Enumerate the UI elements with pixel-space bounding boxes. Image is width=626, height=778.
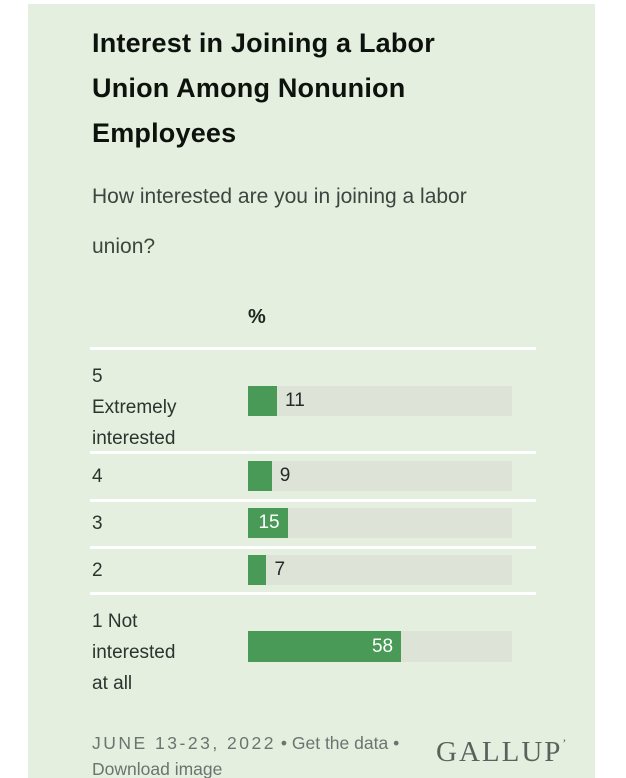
row-separator [90, 592, 536, 595]
category-label-line: 3 [92, 513, 103, 534]
bar-fill: 15 [248, 508, 288, 538]
bullet-separator: • [393, 733, 400, 753]
gallup-logo-text: GALLUP [436, 736, 563, 768]
category-label-line: 4 [92, 466, 103, 487]
gallup-logo: GALLUP’ [436, 736, 566, 769]
category-label-line: 2 [92, 560, 103, 581]
survey-date: JUNE 13-23, 2022 [92, 733, 276, 753]
row-separator [90, 451, 536, 454]
bullet-separator: • [280, 733, 287, 753]
row-separator [90, 499, 536, 502]
category-label-1-not-interested-at-all: 1 Not interested at all [92, 606, 242, 699]
category-label-line: 1 Not [92, 611, 138, 632]
row-separator [90, 347, 536, 350]
bar-track: 15 [248, 508, 512, 538]
chart-title: Interest in Joining a Labor Union Among … [92, 21, 492, 156]
category-label-line: interested [92, 428, 176, 449]
bar-value-label: 58 [371, 635, 394, 657]
bar-track: 58 [248, 631, 512, 662]
category-label-3: 3 [92, 508, 242, 539]
category-label-5-extremely-interested: 5 Extremely interested [92, 361, 242, 454]
bar-value-label: 7 [274, 559, 286, 580]
chart-subtitle: How interested are you in joining a labo… [92, 172, 562, 272]
chart-title-line: Employees [92, 118, 237, 148]
category-label-2: 2 [92, 555, 242, 586]
category-label-line: interested [92, 642, 176, 663]
chart-title-line: Interest in Joining a Labor [92, 28, 435, 58]
bar-fill [248, 386, 278, 416]
get-the-data-link[interactable]: Get the data [291, 733, 389, 753]
category-label-line: at all [92, 673, 133, 694]
bar-value-label: 11 [285, 390, 305, 411]
bar-fill [248, 555, 267, 585]
chart-subtitle-line: union? [92, 235, 156, 258]
gallup-logo-trademark: ’ [562, 736, 567, 750]
row-separator [90, 546, 536, 549]
category-label-line: Extremely [92, 397, 177, 418]
percent-axis-header: % [248, 306, 266, 328]
chart-subtitle-line: How interested are you in joining a labo… [92, 185, 467, 208]
category-label-line: 5 [92, 366, 103, 387]
download-image-link[interactable]: Download image [92, 759, 223, 778]
bar-track: 9 [248, 461, 512, 491]
bar-fill: 58 [248, 631, 402, 662]
bar-track: 7 [248, 555, 512, 585]
bar-track: 11 [248, 386, 512, 416]
chart-title-line: Union Among Nonunion [92, 73, 406, 103]
bar-value-label: 15 [258, 512, 280, 533]
category-label-4: 4 [92, 461, 242, 492]
bar-value-label: 9 [279, 465, 291, 486]
bar-fill [248, 461, 272, 491]
chart-footer: JUNE 13-23, 2022 • Get the data • Downlo… [92, 730, 437, 778]
